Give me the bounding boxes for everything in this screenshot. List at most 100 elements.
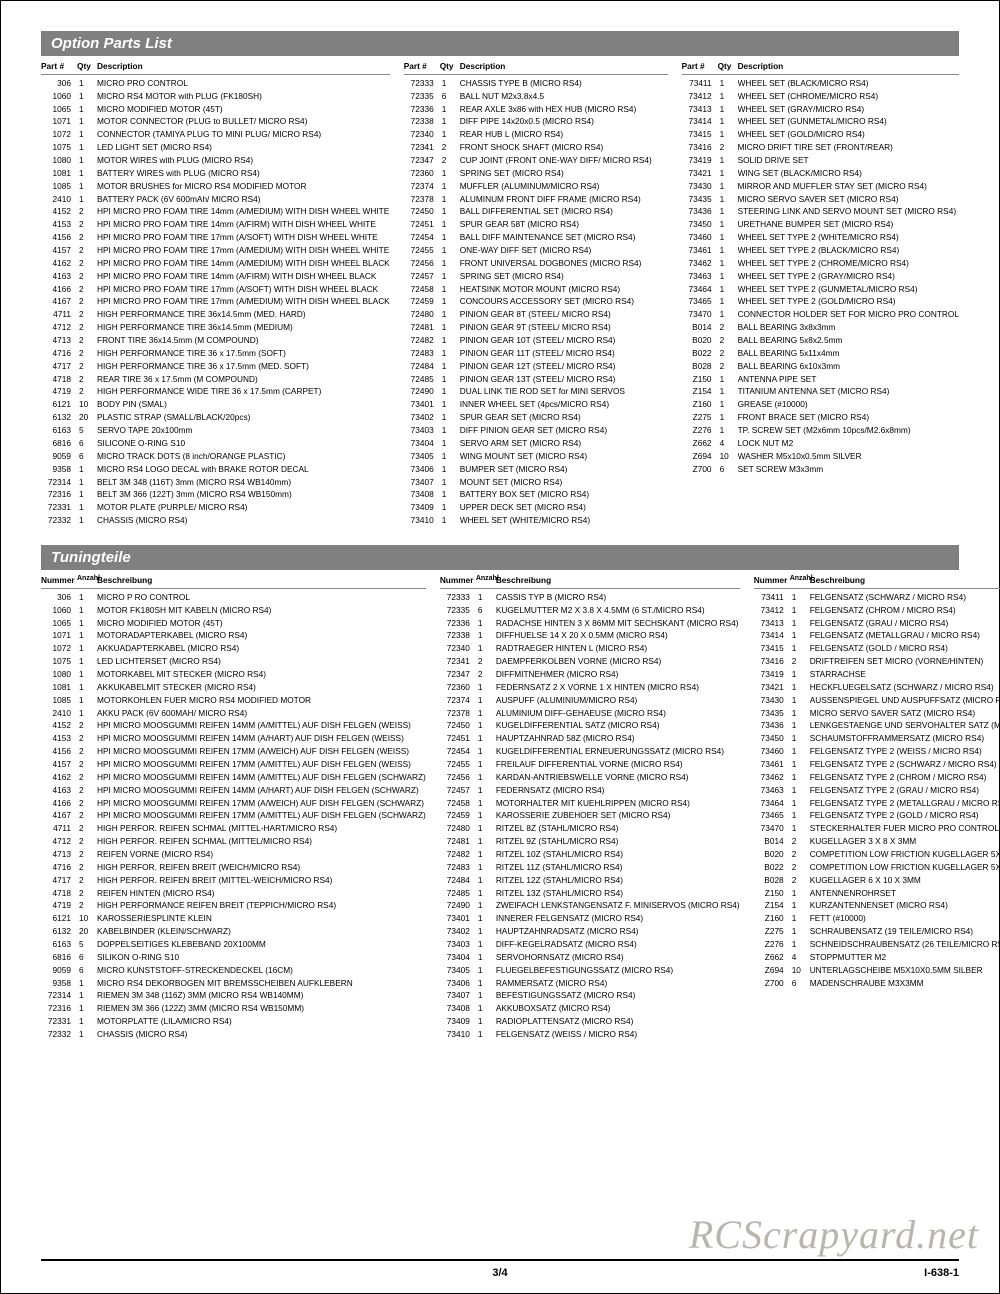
table-row: B0142KUGELLAGER 3 X 8 X 3MM (754, 835, 1000, 848)
qty: 1 (440, 321, 460, 334)
description: AUSSENSPIEGEL UND AUSPUFFSATZ (MICRO RS4… (810, 694, 1000, 707)
table-row: 734091UPPER DECK SET (MICRO RS4) (404, 501, 668, 514)
header-desc: Beschreibung (97, 574, 426, 587)
description: HPI MICRO MOOSGUMMI REIFEN 14MM (A/HART)… (97, 732, 426, 745)
footer: 3/4 I-638-1 (41, 1259, 959, 1279)
part-number: 73414 (682, 115, 718, 128)
description: BALL BEARING 5x8x2.5mm (738, 334, 959, 347)
description: URETHANE BUMPER SET (MICRO RS4) (738, 218, 959, 231)
description: HPI MICRO MOOSGUMMI REIFEN 14MM (A/MITTE… (97, 719, 426, 732)
page: Option Parts List Part # Qty Description… (0, 0, 1000, 1294)
qty: 1 (718, 128, 738, 141)
description: STARRACHSE (810, 668, 1000, 681)
table-row: 724801PINION GEAR 8T (STEEL/ MICRO RS4) (404, 308, 668, 321)
description: FELGENSATZ TYPE 2 (GOLD / MICRO RS4) (810, 809, 1000, 822)
section2-table: Nummer Anzahl Beschreibung 3061MICRO P R… (41, 574, 959, 1041)
qty: 10 (77, 398, 97, 411)
part-number: 72482 (440, 848, 476, 861)
header-desc: Description (460, 60, 668, 73)
table-row: 10851MOTOR BRUSHES for MICRO RS4 MODIFIE… (41, 180, 390, 193)
part-number: 72338 (440, 629, 476, 642)
qty: 2 (718, 334, 738, 347)
qty: 1 (476, 848, 496, 861)
part-number: 72331 (41, 501, 77, 514)
table-row: Z7006SET SCREW M3x3mm (682, 463, 959, 476)
part-number: 1081 (41, 167, 77, 180)
qty: 2 (77, 899, 97, 912)
table-row: 734071BEFESTIGUNGSSATZ (MICRO RS4) (440, 989, 740, 1002)
description: MICRO KUNSTSTOFF-STRECKENDECKEL (16CM) (97, 964, 426, 977)
part-number: 6816 (41, 437, 77, 450)
qty: 1 (440, 347, 460, 360)
table-row: 724591KAROSSERIE ZUBEHOER SET (MICRO RS4… (440, 809, 740, 822)
part-number: 73402 (440, 925, 476, 938)
description: MICRO RS4 LOGO DECAL with BRAKE ROTOR DE… (97, 463, 390, 476)
part-number: B028 (754, 874, 790, 887)
qty: 1 (718, 373, 738, 386)
part-number: 6121 (41, 912, 77, 925)
part-number: 73413 (754, 617, 790, 630)
header-qty: Anzahl (476, 574, 496, 587)
part-number: 73402 (404, 411, 440, 424)
section2-col1: Nummer Anzahl Beschreibung 3061MICRO P R… (41, 574, 426, 1041)
description: MIRROR AND MUFFLER STAY SET (MICRO RS4) (738, 180, 959, 193)
table-row: 10721CONNECTOR (TAMIYA PLUG TO MINI PLUG… (41, 128, 390, 141)
table-row: 68166SILICONE O-RING S10 (41, 437, 390, 450)
qty: 2 (440, 141, 460, 154)
description: KUGELLAGER 3 X 8 X 3MM (810, 835, 1000, 848)
table-row: B0142BALL BEARING 3x8x3mm (682, 321, 959, 334)
part-number: 73411 (754, 591, 790, 604)
table-row: 3061MICRO P RO CONTROL (41, 591, 426, 604)
description: AUSPUFF (ALUMINIUM/MICRO RS4) (496, 694, 740, 707)
description: MICRO SERVO SAVER SET (MICRO RS4) (738, 193, 959, 206)
table-row: 724561KARDAN-ANTRIEBSWELLE VORNE (MICRO … (440, 771, 740, 784)
description: HIGH PERFORMANCE WIDE TIRE 36 x 17.5mm (… (97, 385, 390, 398)
qty: 1 (476, 797, 496, 810)
part-number: 72314 (41, 476, 77, 489)
table-row: 734081AKKUBOXSATZ (MICRO RS4) (440, 1002, 740, 1015)
part-number: B014 (682, 321, 718, 334)
part-number: 73415 (754, 642, 790, 655)
table-row: 10751LED LIGHT SET (MICRO RS4) (41, 141, 390, 154)
description: MICRO PRO CONTROL (97, 77, 390, 90)
table-row: 93581MICRO RS4 DEKORBOGEN MIT BREMSSCHEI… (41, 977, 426, 990)
description: CONNECTOR HOLDER SET FOR MICRO PRO CONTR… (738, 308, 959, 321)
part-number: B020 (682, 334, 718, 347)
part-number: 1072 (41, 128, 77, 141)
part-number: 4153 (41, 218, 77, 231)
part-number: 6132 (41, 411, 77, 424)
qty: 1 (718, 193, 738, 206)
table-row: 41632HPI MICRO MOOSGUMMI REIFEN 14MM (A/… (41, 784, 426, 797)
description: RITZEL 10Z (STAHL/MICRO RS4) (496, 848, 740, 861)
qty: 1 (718, 308, 738, 321)
table-row: 723331CASSIS TYP B (MICRO RS4) (440, 591, 740, 604)
part-number: 6816 (41, 951, 77, 964)
table-row: 41532HPI MICRO MOOSGUMMI REIFEN 14MM (A/… (41, 732, 426, 745)
part-number: 72458 (404, 283, 440, 296)
table-row: 41622HPI MICRO PRO FOAM TIRE 14mm (A/MED… (41, 257, 390, 270)
qty: 1 (440, 501, 460, 514)
table-row: 734301AUSSENSPIEGEL UND AUSPUFFSATZ (MIC… (754, 694, 1000, 707)
table-row: B0202BALL BEARING 5x8x2.5mm (682, 334, 959, 347)
qty: 1 (718, 411, 738, 424)
table-row: Z2761SCHNEIDSCHRAUBENSATZ (26 TEILE/MICR… (754, 938, 1000, 951)
part-number: 72451 (404, 218, 440, 231)
part-number: Z275 (682, 411, 718, 424)
table-row: 734701STECKERHALTER FUER MICRO PRO CONTR… (754, 822, 1000, 835)
qty: 1 (77, 1015, 97, 1028)
part-number: 72341 (404, 141, 440, 154)
table-row: 734031DIFF-KEGELRADSATZ (MICRO RS4) (440, 938, 740, 951)
col-header: Nummer Anzahl Beschreibung (754, 574, 1000, 589)
part-number: 73461 (682, 244, 718, 257)
description: MOTORADAPTERKABEL (MICRO RS4) (97, 629, 426, 642)
description: FELGENSATZ (GOLD / MICRO RS4) (810, 642, 1000, 655)
part-number: Z160 (682, 398, 718, 411)
description: SERVO TAPE 20x100mm (97, 424, 390, 437)
table-row: 41532HPI MICRO PRO FOAM TIRE 14mm (A/FIR… (41, 218, 390, 231)
description: WHEEL SET TYPE 2 (GUNMETAL/MICRO RS4) (738, 283, 959, 296)
qty: 1 (718, 115, 738, 128)
part-number: Z662 (682, 437, 718, 450)
part-number: Z276 (682, 424, 718, 437)
qty: 1 (440, 450, 460, 463)
description: MOTOR WIRES with PLUG (MICRO RS4) (97, 154, 390, 167)
